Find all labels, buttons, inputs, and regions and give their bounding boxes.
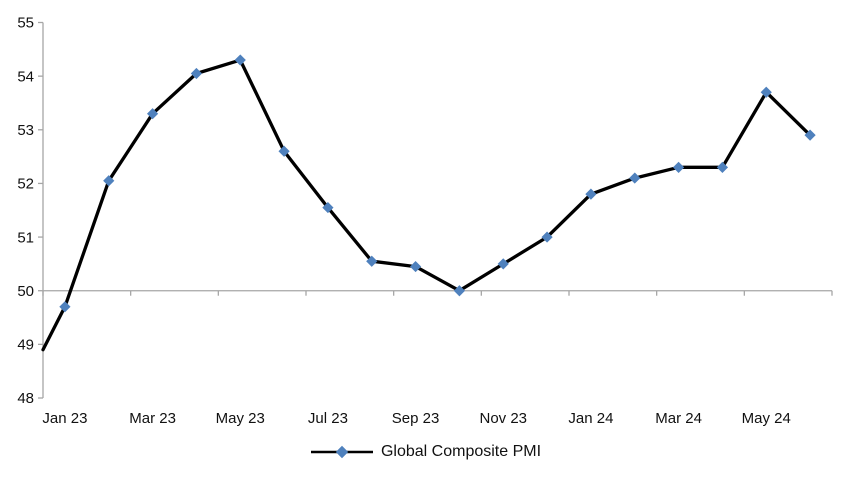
data-point-marker (409, 260, 422, 273)
data-point-marker (278, 145, 290, 157)
data-point-marker (453, 285, 466, 297)
x-axis-label: May 23 (216, 410, 265, 427)
x-axis-label: Mar 24 (655, 410, 702, 427)
chart-canvas: 55 54 53 52 51 50 49 48 Jan 23 Mar 23 May 23 Jul 23… (17, 15, 833, 427)
y-axis-tick-label: 54 (17, 68, 34, 85)
pmi-series-line (41, 58, 812, 352)
data-point-marker (760, 86, 772, 98)
data-point-marker (59, 301, 71, 313)
y-axis-tick-label: 55 (17, 15, 34, 32)
x-axis-label: Jan 24 (568, 410, 613, 427)
legend-label: Global Composite PMI (380, 443, 542, 460)
x-axis-label: Nov 23 (479, 410, 527, 427)
data-point-marker (497, 258, 509, 270)
data-point-marker (585, 188, 597, 200)
legend-sample-marker (335, 445, 349, 459)
y-axis-tick-label: 53 (17, 122, 34, 139)
data-point-marker (322, 201, 334, 214)
y-axis-tick-label: 51 (17, 229, 34, 246)
data-point-marker (541, 231, 553, 243)
y-axis-tick-label: 52 (17, 176, 34, 193)
data-point-marker (190, 67, 203, 80)
data-point-marker (103, 175, 115, 187)
data-point-marker (804, 129, 816, 141)
x-axis-label: Jul 23 (308, 410, 348, 427)
data-point-marker (672, 161, 685, 173)
y-axis-tick-label: 49 (17, 337, 34, 354)
data-point-marker (629, 172, 641, 184)
y-axis-tick-label: 48 (17, 390, 34, 407)
x-axis-label: May 24 (742, 410, 791, 427)
y-axis-tick-label: 50 (17, 283, 34, 300)
x-axis-label: Mar 23 (129, 410, 176, 427)
data-point-marker (146, 108, 159, 120)
data-point-marker (234, 54, 246, 66)
legend-line-marker-sample (310, 445, 373, 459)
data-point-marker (716, 161, 729, 173)
legend: Global Composite PMI (0, 440, 852, 464)
x-axis-label: Jan 23 (42, 410, 87, 427)
x-axis-label: Sep 23 (392, 410, 440, 427)
data-point-marker (366, 255, 378, 267)
